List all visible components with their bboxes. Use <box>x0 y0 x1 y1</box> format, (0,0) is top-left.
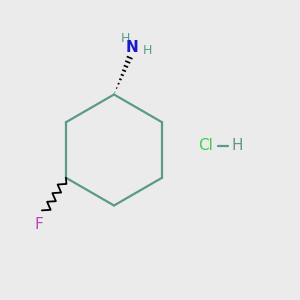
Text: N: N <box>126 40 138 56</box>
Text: H: H <box>120 32 130 46</box>
Text: H: H <box>142 44 152 58</box>
Text: H: H <box>231 138 243 153</box>
Text: F: F <box>34 217 43 232</box>
Text: Cl: Cl <box>198 138 213 153</box>
